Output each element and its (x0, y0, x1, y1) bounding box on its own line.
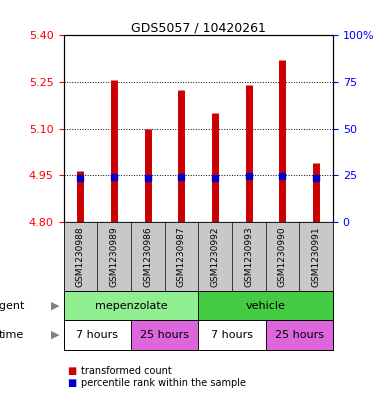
Bar (64, 291, 198, 320)
Bar (266, 320, 333, 350)
Bar (198, 291, 333, 320)
Text: GSM1230991: GSM1230991 (312, 226, 321, 287)
Text: GSM1230992: GSM1230992 (211, 226, 219, 286)
Text: 7 hours: 7 hours (211, 330, 253, 340)
Text: ■: ■ (67, 366, 77, 376)
Text: ■: ■ (67, 378, 77, 388)
Text: GSM1230989: GSM1230989 (110, 226, 119, 287)
Text: GSM1230987: GSM1230987 (177, 226, 186, 287)
Bar (198, 320, 266, 350)
Text: GSM1230990: GSM1230990 (278, 226, 287, 287)
Text: vehicle: vehicle (246, 301, 286, 310)
Text: ▶: ▶ (51, 330, 60, 340)
Bar (131, 320, 198, 350)
Bar (64, 320, 131, 350)
Text: transformed count: transformed count (81, 366, 172, 376)
Text: GSM1230988: GSM1230988 (76, 226, 85, 287)
Title: GDS5057 / 10420261: GDS5057 / 10420261 (131, 21, 266, 34)
Text: 7 hours: 7 hours (76, 330, 118, 340)
Text: agent: agent (0, 301, 25, 310)
Text: GSM1230986: GSM1230986 (143, 226, 152, 287)
Text: percentile rank within the sample: percentile rank within the sample (81, 378, 246, 388)
Text: 25 hours: 25 hours (140, 330, 189, 340)
Text: mepenzolate: mepenzolate (95, 301, 167, 310)
Text: GSM1230993: GSM1230993 (244, 226, 253, 287)
Text: ▶: ▶ (51, 301, 60, 310)
Text: time: time (0, 330, 25, 340)
Text: 25 hours: 25 hours (275, 330, 324, 340)
